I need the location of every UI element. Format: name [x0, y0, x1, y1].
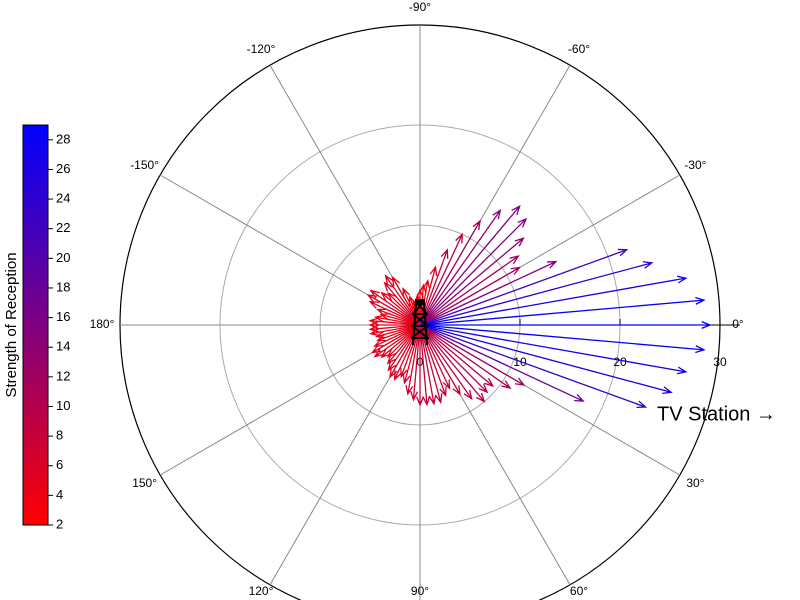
vector-arrow [419, 324, 526, 386]
vector-arrow [419, 296, 706, 326]
colorbar [22, 124, 49, 526]
vector-arrow [419, 324, 512, 390]
theta-tick-label: 120° [249, 584, 274, 598]
vector-arrow [419, 232, 463, 326]
theta-tick-label: 60° [570, 584, 588, 598]
theta-tick-label: 150° [132, 476, 157, 490]
annotation: TV Station → [657, 403, 776, 425]
vector-arrow [420, 321, 712, 329]
colorbar-tick-label: 10 [56, 398, 70, 413]
vector-arrow [419, 324, 706, 354]
vector-arrow [369, 289, 421, 326]
vector-arrow [419, 266, 522, 326]
colorbar-tick-label: 22 [56, 220, 70, 235]
theta-tick-label: -150° [130, 158, 159, 172]
vector-arrow [419, 324, 489, 394]
vector-arrow [419, 261, 654, 326]
vector-arrow [419, 248, 629, 326]
colorbar-tick-label: 28 [56, 131, 70, 146]
vector-arrow [389, 324, 421, 379]
vector-arrow [419, 324, 486, 403]
vector-arrow [373, 314, 421, 326]
vector-arrow [419, 260, 558, 326]
colorbar-tick-label: 6 [56, 457, 63, 472]
vector-arrow [419, 275, 688, 326]
theta-tick-label: -30° [684, 158, 706, 172]
vector-arrow [373, 324, 421, 347]
vector-arrow [419, 219, 481, 326]
colorbar-tick-label: 8 [56, 428, 63, 443]
vector-arrow [419, 208, 502, 326]
colorbar-tick-label: 18 [56, 279, 70, 294]
colorbar-title: Strength of Reception [3, 252, 20, 397]
vector-arrow [380, 291, 421, 326]
theta-tick-label: 0° [732, 317, 744, 331]
colorbar-tick-label: 4 [56, 487, 63, 502]
vector-arrow [368, 301, 421, 326]
vector-arrow [419, 265, 438, 326]
vector-arrow [419, 204, 521, 326]
vector-arrow [405, 324, 421, 396]
vector-arrow [419, 324, 585, 402]
theta-tick-label: -90° [409, 0, 431, 14]
vector-arrow [419, 324, 673, 395]
r-tick-label: 30 [713, 355, 727, 369]
vector-arrow [370, 324, 421, 354]
vector-arrow [419, 255, 520, 326]
r-tick-label: 10 [513, 355, 527, 369]
tower-icon [410, 299, 430, 346]
vector-arrow [419, 217, 528, 326]
theta-tick-label: 30° [686, 476, 704, 490]
vector-arrow [419, 324, 648, 409]
colorbar-tick-label: 14 [56, 339, 70, 354]
theta-tick-label: -120° [247, 42, 276, 56]
colorbar-tick-label: 24 [56, 191, 70, 206]
colorbar-tick-label: 12 [56, 368, 70, 383]
colorbar-tick-label: 26 [56, 161, 70, 176]
vector-arrow [419, 324, 447, 398]
theta-tick-label: -60° [568, 42, 590, 56]
r-tick-label: 20 [613, 355, 627, 369]
theta-tick-label: 90° [411, 584, 429, 598]
colorbar-tick-label: 2 [56, 516, 63, 531]
vector-arrow [419, 324, 688, 375]
colorbar-tick-label: 20 [56, 250, 70, 265]
vector-arrow [419, 237, 525, 326]
vector-arrow [376, 308, 421, 326]
colorbar-tick-label: 16 [56, 309, 70, 324]
theta-tick-label: 180° [90, 317, 115, 331]
vector-arrow [368, 317, 421, 326]
vector-arrow [419, 324, 495, 388]
